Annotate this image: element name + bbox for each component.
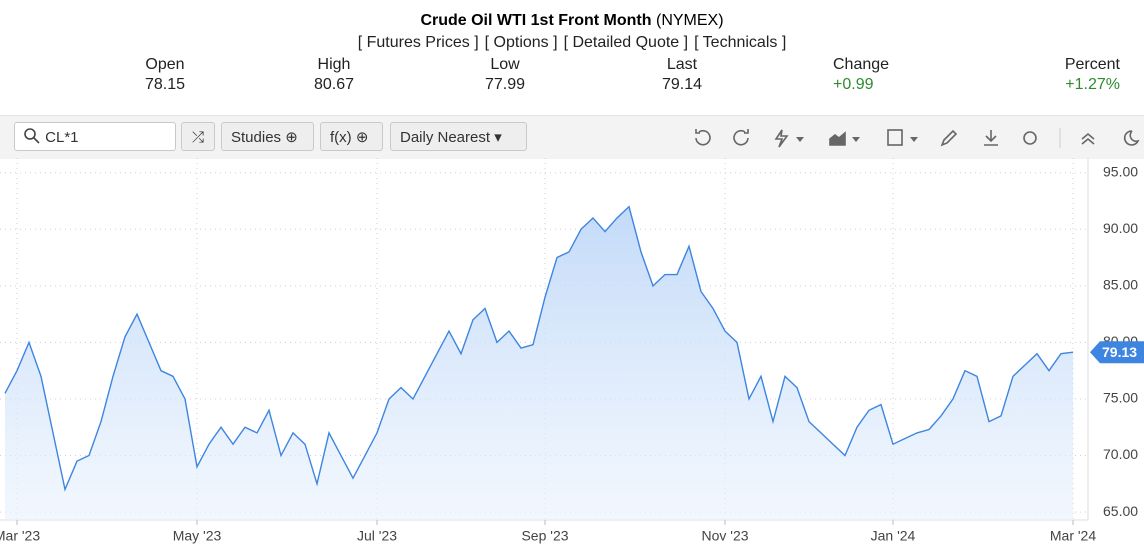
fx-button[interactable]: f(x) ⊕ bbox=[320, 122, 383, 151]
x-tick-label: Sep '23 bbox=[521, 528, 568, 544]
stat: Percent +1.27% bbox=[1000, 55, 1120, 95]
stat-label: Low bbox=[490, 56, 520, 73]
studies-button[interactable]: Studies ⊕ bbox=[221, 122, 314, 151]
collapse-icon[interactable] bbox=[1081, 132, 1095, 145]
stat-value: 79.14 bbox=[661, 76, 703, 93]
stat: High 80.67 bbox=[274, 55, 394, 95]
instrument-name: Crude Oil WTI 1st Front Month bbox=[420, 12, 652, 29]
stat-value: 80.67 bbox=[313, 76, 355, 93]
tool-icons bbox=[695, 128, 1140, 148]
y-tick-label: 85.00 bbox=[1103, 277, 1138, 293]
y-tick-label: 65.00 bbox=[1103, 503, 1138, 519]
symbol-input[interactable]: CL*1 bbox=[14, 122, 176, 151]
x-tick-label: May '23 bbox=[173, 528, 222, 544]
draw-icon[interactable] bbox=[774, 129, 789, 148]
line bbox=[4, 205, 1074, 492]
link[interactable]: [ Technicals ] bbox=[694, 34, 787, 51]
exchange: (NYMEX) bbox=[655, 12, 724, 29]
settings-icon[interactable] bbox=[1023, 131, 1037, 145]
theme-icon[interactable] bbox=[1123, 130, 1140, 146]
stat-label: Change bbox=[833, 56, 890, 73]
x-tick-label: Jan '24 bbox=[871, 528, 916, 544]
stat: Low 77.99 bbox=[445, 55, 565, 95]
stat-value: +1.27% bbox=[1065, 76, 1120, 93]
y-tick-label: 75.00 bbox=[1103, 390, 1138, 406]
stat: Open 78.15 bbox=[105, 55, 225, 95]
y-tick-label: 70.00 bbox=[1103, 446, 1138, 462]
button-label: Daily Nearest bbox=[400, 129, 491, 146]
stat-label: Percent bbox=[1064, 56, 1120, 73]
button-label: f(x) bbox=[330, 129, 352, 146]
link[interactable]: [ Detailed Quote ] bbox=[563, 34, 689, 51]
compare-button[interactable]: ⤮ bbox=[181, 122, 215, 151]
area bbox=[5, 206, 1073, 521]
search-icon bbox=[24, 128, 40, 144]
stat-label: Open bbox=[145, 56, 185, 73]
y-tick-label: 95.00 bbox=[1103, 163, 1138, 179]
last-value-label: 79.13 bbox=[1102, 344, 1137, 360]
x-tick-label: Mar '24 bbox=[1050, 528, 1096, 544]
last-value-flag bbox=[1090, 341, 1144, 364]
stat-value: +0.99 bbox=[833, 76, 874, 93]
y-tick-label: 90.00 bbox=[1103, 220, 1138, 236]
stat-value: 77.99 bbox=[484, 76, 526, 93]
chart-type-icon[interactable] bbox=[829, 131, 846, 146]
stat: Change +0.99 bbox=[833, 55, 889, 95]
stat-label: High bbox=[317, 56, 351, 73]
button-label: Studies bbox=[231, 129, 282, 146]
link[interactable]: [ Options ] bbox=[484, 34, 558, 51]
link[interactable]: [ Futures Prices ] bbox=[357, 34, 479, 51]
stat-value: 78.15 bbox=[144, 76, 186, 93]
x-tick-label: Nov '23 bbox=[701, 528, 748, 544]
toolbar: CL*1 ⤮ Studies ⊕ f(x) ⊕ Daily Nearest ▾ bbox=[0, 115, 1144, 159]
links: [ Futures Prices ] [ Options ] [ Detailed … bbox=[0, 34, 1144, 52]
x-tick-label: Mar '23 bbox=[0, 528, 40, 544]
symbol: CL*1 bbox=[45, 129, 79, 146]
header-title: Crude Oil WTI 1st Front Month (NYMEX) bbox=[0, 12, 1144, 30]
undo-icon[interactable] bbox=[695, 129, 711, 146]
redo-icon[interactable] bbox=[733, 129, 749, 146]
layout-icon[interactable] bbox=[887, 129, 903, 146]
pen-icon[interactable] bbox=[940, 129, 958, 147]
stat-label: Last bbox=[666, 56, 698, 73]
x-tick-label: Jul '23 bbox=[357, 528, 397, 544]
download-icon[interactable] bbox=[984, 130, 998, 146]
period-button[interactable]: Daily Nearest ▾ bbox=[390, 122, 527, 151]
stat: Last 79.14 bbox=[622, 55, 742, 95]
